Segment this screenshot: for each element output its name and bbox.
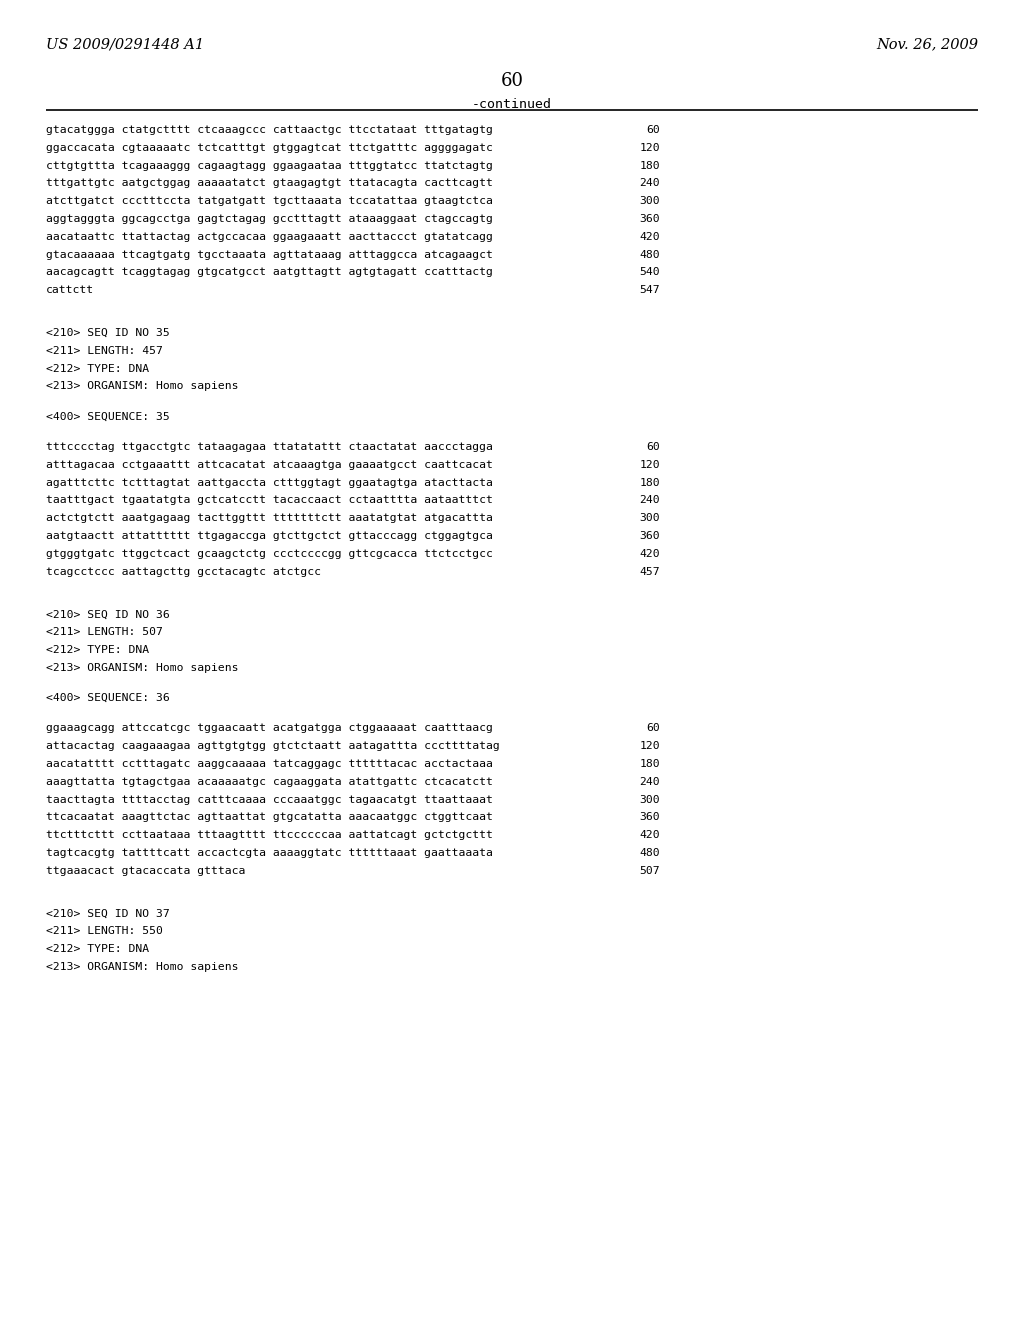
Text: atttagacaa cctgaaattt attcacatat atcaaagtga gaaaatgcct caattcacat: atttagacaa cctgaaattt attcacatat atcaaag…	[46, 459, 493, 470]
Text: tagtcacgtg tattttcatt accactcgta aaaaggtatc ttttttaaat gaattaaata: tagtcacgtg tattttcatt accactcgta aaaaggt…	[46, 847, 493, 858]
Text: <210> SEQ ID NO 37: <210> SEQ ID NO 37	[46, 908, 170, 919]
Text: 180: 180	[639, 161, 660, 170]
Text: cttgtgttta tcagaaaggg cagaagtagg ggaagaataa tttggtatcc ttatctagtg: cttgtgttta tcagaaaggg cagaagtagg ggaagaa…	[46, 161, 493, 170]
Text: <212> TYPE: DNA: <212> TYPE: DNA	[46, 363, 150, 374]
Text: aaagttatta tgtagctgaa acaaaaatgc cagaaggata atattgattc ctcacatctt: aaagttatta tgtagctgaa acaaaaatgc cagaagg…	[46, 776, 493, 787]
Text: 300: 300	[639, 513, 660, 523]
Text: 120: 120	[639, 143, 660, 153]
Text: cattctt: cattctt	[46, 285, 94, 296]
Text: <212> TYPE: DNA: <212> TYPE: DNA	[46, 944, 150, 954]
Text: 120: 120	[639, 459, 660, 470]
Text: tttgattgtc aatgctggag aaaaatatct gtaagagtgt ttatacagta cacttcagtt: tttgattgtc aatgctggag aaaaatatct gtaagag…	[46, 178, 493, 189]
Text: aatgtaactt attatttttt ttgagaccga gtcttgctct gttacccagg ctggagtgca: aatgtaactt attatttttt ttgagaccga gtcttgc…	[46, 531, 493, 541]
Text: 480: 480	[639, 249, 660, 260]
Text: taacttagta ttttacctag catttcaaaa cccaaatggc tagaacatgt ttaattaaat: taacttagta ttttacctag catttcaaaa cccaaat…	[46, 795, 493, 805]
Text: <213> ORGANISM: Homo sapiens: <213> ORGANISM: Homo sapiens	[46, 962, 239, 972]
Text: tttcccctag ttgacctgtc tataagagaa ttatatattt ctaactatat aaccctagga: tttcccctag ttgacctgtc tataagagaa ttatata…	[46, 442, 493, 451]
Text: 540: 540	[639, 268, 660, 277]
Text: atcttgatct ccctttccta tatgatgatt tgcttaaata tccatattaa gtaagtctca: atcttgatct ccctttccta tatgatgatt tgcttaa…	[46, 197, 493, 206]
Text: 420: 420	[639, 232, 660, 242]
Text: aacataattc ttattactag actgccacaa ggaagaaatt aacttaccct gtatatcagg: aacataattc ttattactag actgccacaa ggaagaa…	[46, 232, 493, 242]
Text: gtgggtgatc ttggctcact gcaagctctg ccctccccgg gttcgcacca ttctcctgcc: gtgggtgatc ttggctcact gcaagctctg ccctccc…	[46, 549, 493, 558]
Text: <400> SEQUENCE: 36: <400> SEQUENCE: 36	[46, 693, 170, 704]
Text: actctgtctt aaatgagaag tacttggttt tttttttctt aaatatgtat atgacattta: actctgtctt aaatgagaag tacttggttt ttttttt…	[46, 513, 493, 523]
Text: tcagcctccc aattagcttg gcctacagtc atctgcc: tcagcctccc aattagcttg gcctacagtc atctgcc	[46, 566, 321, 577]
Text: aacagcagtt tcaggtagag gtgcatgcct aatgttagtt agtgtagatt ccatttactg: aacagcagtt tcaggtagag gtgcatgcct aatgtta…	[46, 268, 493, 277]
Text: <210> SEQ ID NO 36: <210> SEQ ID NO 36	[46, 610, 170, 619]
Text: 120: 120	[639, 742, 660, 751]
Text: ggaaagcagg attccatcgc tggaacaatt acatgatgga ctggaaaaat caatttaacg: ggaaagcagg attccatcgc tggaacaatt acatgat…	[46, 723, 493, 734]
Text: 60: 60	[646, 442, 660, 451]
Text: 360: 360	[639, 214, 660, 224]
Text: 240: 240	[639, 178, 660, 189]
Text: <211> LENGTH: 457: <211> LENGTH: 457	[46, 346, 163, 356]
Text: 547: 547	[639, 285, 660, 296]
Text: ttcacaatat aaagttctac agttaattat gtgcatatta aaacaatggc ctggttcaat: ttcacaatat aaagttctac agttaattat gtgcata…	[46, 812, 493, 822]
Text: -continued: -continued	[472, 98, 552, 111]
Text: 60: 60	[646, 125, 660, 135]
Text: <210> SEQ ID NO 35: <210> SEQ ID NO 35	[46, 327, 170, 338]
Text: agatttcttc tctttagtat aattgaccta ctttggtagt ggaatagtga atacttacta: agatttcttc tctttagtat aattgaccta ctttggt…	[46, 478, 493, 487]
Text: 300: 300	[639, 795, 660, 805]
Text: 360: 360	[639, 812, 660, 822]
Text: 60: 60	[646, 723, 660, 734]
Text: aggtagggta ggcagcctga gagtctagag gcctttagtt ataaaggaat ctagccagtg: aggtagggta ggcagcctga gagtctagag gccttta…	[46, 214, 493, 224]
Text: <213> ORGANISM: Homo sapiens: <213> ORGANISM: Homo sapiens	[46, 381, 239, 392]
Text: <400> SEQUENCE: 35: <400> SEQUENCE: 35	[46, 412, 170, 421]
Text: attacactag caagaaagaa agttgtgtgg gtctctaatt aatagattta cccttttatag: attacactag caagaaagaa agttgtgtgg gtctcta…	[46, 742, 500, 751]
Text: 457: 457	[639, 566, 660, 577]
Text: aacatatttt cctttagatc aaggcaaaaa tatcaggagc ttttttacac acctactaaa: aacatatttt cctttagatc aaggcaaaaa tatcagg…	[46, 759, 493, 770]
Text: ttgaaacact gtacaccata gtttaca: ttgaaacact gtacaccata gtttaca	[46, 866, 246, 875]
Text: 180: 180	[639, 759, 660, 770]
Text: 180: 180	[639, 478, 660, 487]
Text: 420: 420	[639, 549, 660, 558]
Text: gtacatggga ctatgctttt ctcaaagccc cattaactgc ttcctataat tttgatagtg: gtacatggga ctatgctttt ctcaaagccc cattaac…	[46, 125, 493, 135]
Text: 300: 300	[639, 197, 660, 206]
Text: <211> LENGTH: 507: <211> LENGTH: 507	[46, 627, 163, 638]
Text: 480: 480	[639, 847, 660, 858]
Text: 507: 507	[639, 866, 660, 875]
Text: 60: 60	[501, 73, 523, 90]
Text: <212> TYPE: DNA: <212> TYPE: DNA	[46, 645, 150, 655]
Text: gtacaaaaaa ttcagtgatg tgcctaaata agttataaag atttaggcca atcagaagct: gtacaaaaaa ttcagtgatg tgcctaaata agttata…	[46, 249, 493, 260]
Text: 360: 360	[639, 531, 660, 541]
Text: ggaccacata cgtaaaaatc tctcatttgt gtggagtcat ttctgatttc aggggagatc: ggaccacata cgtaaaaatc tctcatttgt gtggagt…	[46, 143, 493, 153]
Text: taatttgact tgaatatgta gctcatcctt tacaccaact cctaatttta aataatttct: taatttgact tgaatatgta gctcatcctt tacacca…	[46, 495, 493, 506]
Text: 240: 240	[639, 776, 660, 787]
Text: ttctttcttt ccttaataaa tttaagtttt ttccccccaa aattatcagt gctctgcttt: ttctttcttt ccttaataaa tttaagtttt ttccccc…	[46, 830, 493, 841]
Text: <213> ORGANISM: Homo sapiens: <213> ORGANISM: Homo sapiens	[46, 663, 239, 673]
Text: 420: 420	[639, 830, 660, 841]
Text: US 2009/0291448 A1: US 2009/0291448 A1	[46, 37, 204, 51]
Text: 240: 240	[639, 495, 660, 506]
Text: Nov. 26, 2009: Nov. 26, 2009	[876, 37, 978, 51]
Text: <211> LENGTH: 550: <211> LENGTH: 550	[46, 927, 163, 936]
